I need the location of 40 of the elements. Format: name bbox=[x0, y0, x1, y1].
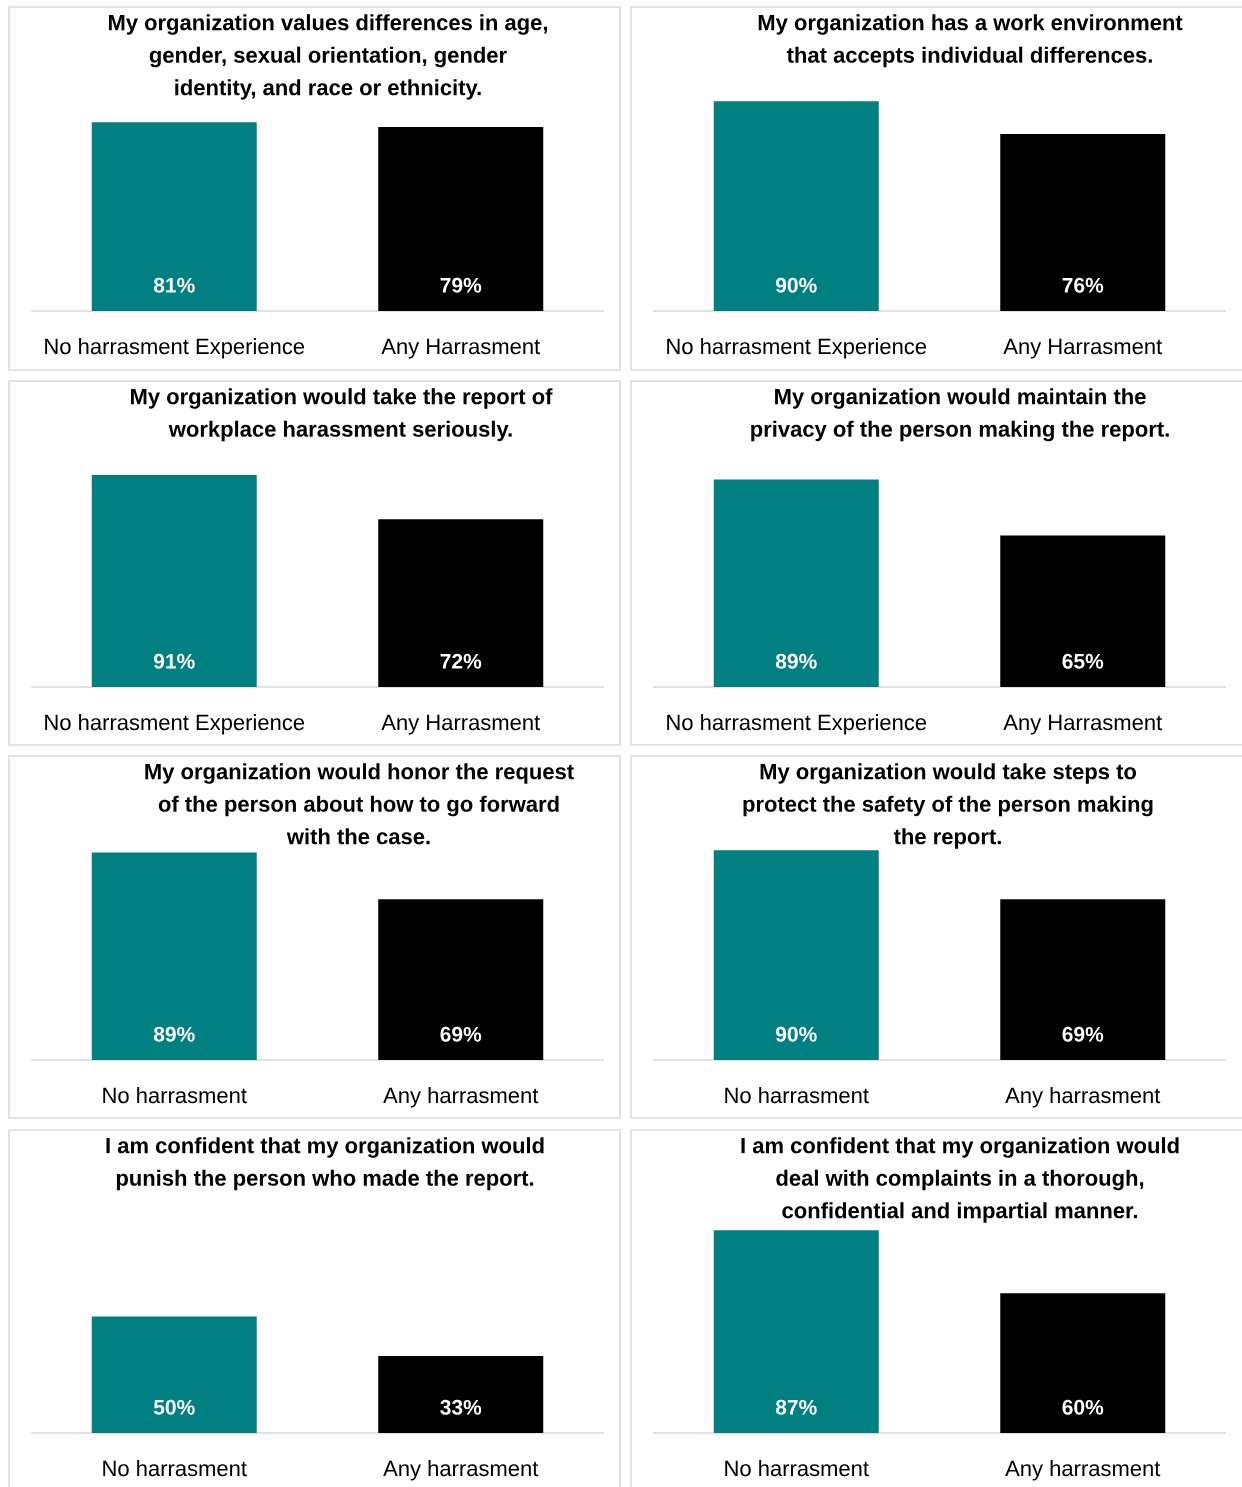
x-tick-label: Any Harrasment bbox=[1003, 714, 1163, 735]
data-label: 89% bbox=[775, 653, 817, 669]
data-label: 60% bbox=[1062, 1399, 1104, 1415]
x-tick-label: No harrasment bbox=[103, 1460, 247, 1477]
x-tick-label: No harrasment Experience bbox=[45, 338, 305, 359]
data-label: 91% bbox=[153, 653, 195, 669]
data-label: 65% bbox=[1062, 653, 1104, 669]
data-label: 81% bbox=[153, 277, 195, 293]
x-tick-label: Any harrasment bbox=[383, 1460, 539, 1481]
chart-title: I am confident that my organization would punish the person who made the report. bbox=[106, 1137, 544, 1191]
x-tick-label: Any harrasment bbox=[1005, 1087, 1161, 1108]
chart-title: My organization has a work environment that accepts individual differences. bbox=[758, 14, 1183, 68]
data-label: 90% bbox=[775, 1026, 817, 1042]
data-label: 50% bbox=[153, 1399, 195, 1415]
x-tick-label: Any Harrasment bbox=[381, 714, 541, 735]
x-tick-label: Any Harrasment bbox=[381, 338, 541, 359]
x-tick-label: No harrasment Experience bbox=[667, 714, 927, 735]
chart-title: My organization would take steps to protect the safety of the person making the report. bbox=[743, 763, 1153, 849]
data-label: 69% bbox=[1062, 1026, 1104, 1042]
chart-title: My organization values differences in age, gender, sexual orientation, gender identity, and race or ethnicity. bbox=[108, 14, 547, 100]
x-tick-label: Any harrasment bbox=[1005, 1460, 1161, 1481]
x-tick-label: No harrasment Experience bbox=[45, 714, 305, 735]
x-tick-label: Any harrasment bbox=[383, 1087, 539, 1108]
data-label: 79% bbox=[440, 277, 482, 293]
x-tick-label: No harrasment bbox=[725, 1460, 869, 1477]
data-label: 33% bbox=[440, 1399, 482, 1415]
x-tick-label: No harrasment bbox=[725, 1087, 869, 1104]
chart-title: My organization would take the report of workplace harassment seriously. bbox=[131, 388, 553, 442]
data-label: 90% bbox=[775, 277, 817, 293]
x-tick-label: No harrasment Experience bbox=[667, 338, 927, 359]
chart-title: I am confident that my organization would deal with complaints in a thorough, confidential and impartial manner. bbox=[741, 1137, 1179, 1223]
data-label: 89% bbox=[153, 1026, 195, 1042]
data-label: 69% bbox=[440, 1026, 482, 1042]
data-label: 76% bbox=[1062, 277, 1104, 293]
chart-title: My organization would honor the request of the person about how to go forward with the case. bbox=[145, 763, 574, 845]
chart-title: My organization would maintain the privacy of the person making the report. bbox=[751, 388, 1169, 442]
data-label: 72% bbox=[440, 653, 482, 669]
x-tick-label: Any Harrasment bbox=[1003, 338, 1163, 359]
data-label: 87% bbox=[775, 1399, 817, 1415]
x-tick-label: No harrasment bbox=[103, 1087, 247, 1104]
